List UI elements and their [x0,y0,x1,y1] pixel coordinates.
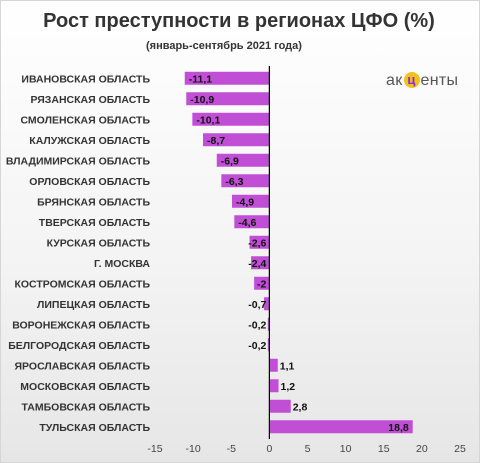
bar [269,399,291,413]
bar [269,358,278,372]
bar [264,297,270,311]
bar [221,174,270,188]
brand-logo: ак ц енты [386,72,458,90]
logo-mark: ц [403,72,420,88]
bar [269,420,413,434]
data-label: -0,7 [248,299,266,311]
data-label: 1,1 [280,360,295,372]
bar [232,194,270,208]
data-label: -4,6 [238,217,256,229]
data-label: 2,8 [293,401,308,413]
data-label: -2,4 [248,258,266,270]
data-label: -0,2 [248,319,266,331]
x-tick-label: 25 [454,443,466,455]
category-label: ТВЕРСКАЯ ОБЛАСТЬ [39,217,151,229]
x-tick-label: 5 [305,443,311,455]
logo-suffix: енты [420,72,459,89]
category-label: ИВАНОВСКАЯ ОБЛАСТЬ [21,73,150,85]
chart-subtitle: (январь-сентябрь 2021 года) [146,40,302,52]
category-label: БЕЛГОРОДСКАЯ ОБЛАСТЬ [8,340,150,352]
x-tick-label: 0 [266,443,272,455]
category-label: ОРЛОВСКАЯ ОБЛАСТЬ [29,176,150,188]
data-label: -11,1 [189,73,213,85]
data-label: -0,2 [248,340,266,352]
x-tick-label: 15 [378,443,390,455]
category-label: ТАМБОВСКАЯ ОБЛАСТЬ [22,401,151,413]
bar [251,256,270,270]
category-label: ЯРОСЛАВСКАЯ ОБЛАСТЬ [15,360,151,372]
category-label: КУРСКАЯ ОБЛАСТЬ [47,237,151,249]
data-label: -6,9 [221,155,239,167]
bar [203,133,270,147]
bar [184,71,270,85]
x-tick-label: -5 [227,443,236,455]
bar [216,153,270,167]
bar [254,276,270,290]
x-tick-label: 10 [340,443,352,455]
category-label: ЛИПЕЦКАЯ ОБЛАСТЬ [37,299,150,311]
bar [249,235,270,249]
logo-prefix: ак [386,72,403,89]
category-label: СМОЛЕНСКАЯ ОБЛАСТЬ [20,114,150,126]
bar [267,317,270,331]
bar [186,92,270,106]
chart-title: Рост преступности в регионах ЦФО (%) [43,10,435,32]
bar [269,379,279,393]
data-label: -10,9 [190,94,214,106]
category-label: КОСТРОМСКАЯ ОБЛАСТЬ [14,278,150,290]
bar [192,112,270,126]
x-tick-label: -10 [186,443,201,455]
bar [234,215,270,229]
data-label: -2 [257,278,266,290]
category-label: МОСКОВСКАЯ ОБЛАСТЬ [20,381,150,393]
data-label: -10,1 [196,114,220,126]
data-label: 18,8 [388,422,409,434]
data-label: -2,6 [248,237,266,249]
data-label: -6,3 [225,176,243,188]
category-label: ВЛАДИМИРСКАЯ ОБЛАСТЬ [6,155,151,167]
data-label: -4,9 [236,196,254,208]
category-label: ТУЛЬСКАЯ ОБЛАСТЬ [39,422,150,434]
x-tick-label: -15 [147,443,162,455]
x-tick-label: 20 [416,443,428,455]
category-label: Г. МОСКВА [94,258,150,270]
data-label: 1,2 [281,381,296,393]
bar [267,338,270,352]
category-label: КАЛУЖСКАЯ ОБЛАСТЬ [29,135,150,147]
category-label: ВОРОНЕЖСКАЯ ОБЛАСТЬ [12,319,150,331]
category-label: РЯЗАНСКАЯ ОБЛАСТЬ [31,94,151,106]
category-label: БРЯНСКАЯ ОБЛАСТЬ [37,196,150,208]
data-label: -8,7 [207,135,225,147]
